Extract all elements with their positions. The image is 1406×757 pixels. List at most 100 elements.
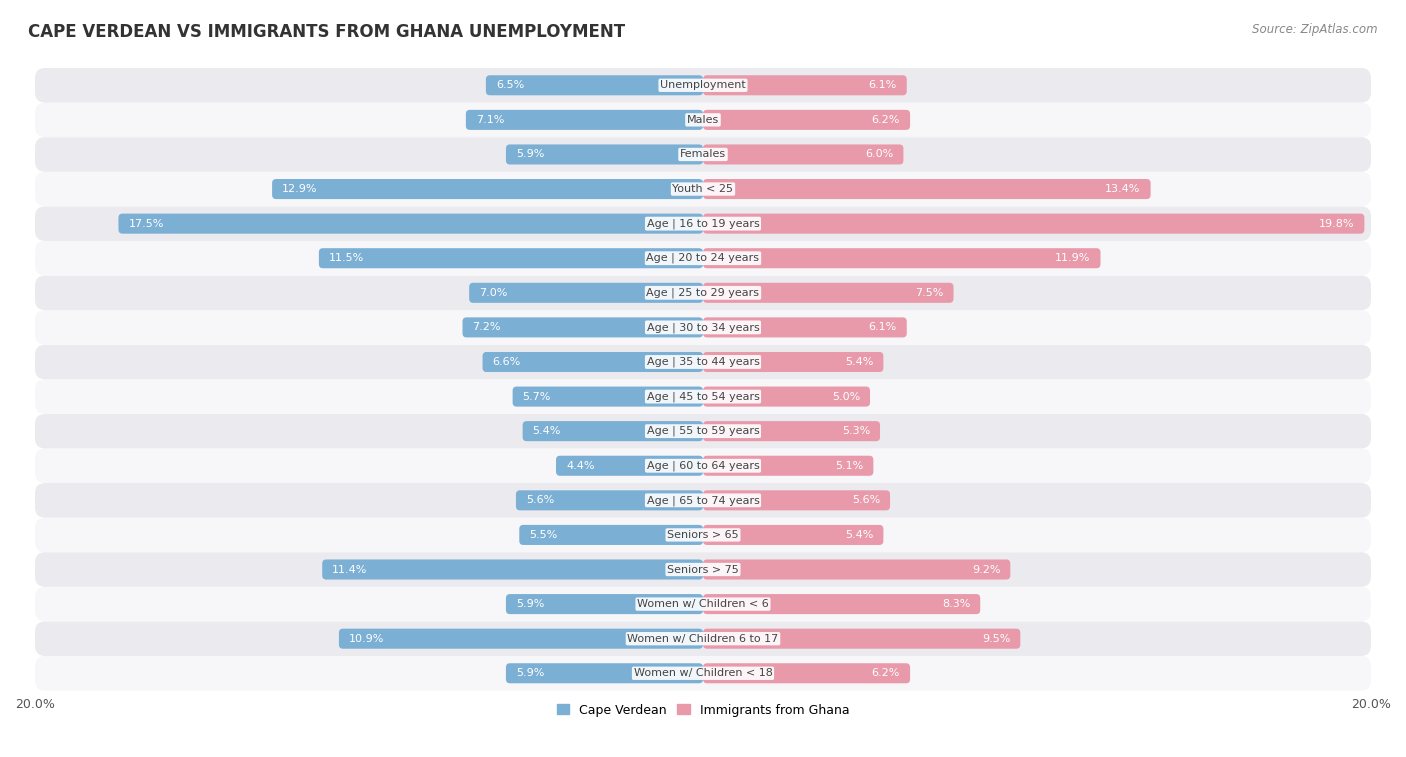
Text: 6.0%: 6.0% <box>865 149 893 160</box>
FancyBboxPatch shape <box>463 317 703 338</box>
Text: Unemployment: Unemployment <box>661 80 745 90</box>
Text: Age | 45 to 54 years: Age | 45 to 54 years <box>647 391 759 402</box>
Text: 7.0%: 7.0% <box>479 288 508 298</box>
Text: 5.3%: 5.3% <box>842 426 870 436</box>
FancyBboxPatch shape <box>35 379 1371 414</box>
Text: 8.3%: 8.3% <box>942 599 970 609</box>
Text: 11.4%: 11.4% <box>332 565 367 575</box>
FancyBboxPatch shape <box>319 248 703 268</box>
FancyBboxPatch shape <box>703 663 910 684</box>
FancyBboxPatch shape <box>506 663 703 684</box>
FancyBboxPatch shape <box>703 559 1011 580</box>
FancyBboxPatch shape <box>486 75 703 95</box>
Text: Age | 55 to 59 years: Age | 55 to 59 years <box>647 426 759 436</box>
FancyBboxPatch shape <box>482 352 703 372</box>
Text: Women w/ Children 6 to 17: Women w/ Children 6 to 17 <box>627 634 779 643</box>
Text: 11.9%: 11.9% <box>1054 254 1091 263</box>
Text: 5.0%: 5.0% <box>832 391 860 401</box>
FancyBboxPatch shape <box>35 552 1371 587</box>
Text: Females: Females <box>681 149 725 160</box>
Text: Age | 60 to 64 years: Age | 60 to 64 years <box>647 460 759 471</box>
Text: 5.4%: 5.4% <box>533 426 561 436</box>
Text: Age | 35 to 44 years: Age | 35 to 44 years <box>647 357 759 367</box>
Text: 6.2%: 6.2% <box>872 115 900 125</box>
Text: 6.2%: 6.2% <box>872 668 900 678</box>
FancyBboxPatch shape <box>339 628 703 649</box>
Text: Women w/ Children < 6: Women w/ Children < 6 <box>637 599 769 609</box>
FancyBboxPatch shape <box>703 283 953 303</box>
Text: 5.1%: 5.1% <box>835 461 863 471</box>
Text: CAPE VERDEAN VS IMMIGRANTS FROM GHANA UNEMPLOYMENT: CAPE VERDEAN VS IMMIGRANTS FROM GHANA UN… <box>28 23 626 41</box>
FancyBboxPatch shape <box>35 310 1371 344</box>
Text: 6.1%: 6.1% <box>869 322 897 332</box>
Text: 12.9%: 12.9% <box>283 184 318 194</box>
FancyBboxPatch shape <box>703 110 910 130</box>
Text: Age | 20 to 24 years: Age | 20 to 24 years <box>647 253 759 263</box>
FancyBboxPatch shape <box>703 456 873 476</box>
FancyBboxPatch shape <box>35 448 1371 483</box>
FancyBboxPatch shape <box>703 525 883 545</box>
Text: Source: ZipAtlas.com: Source: ZipAtlas.com <box>1253 23 1378 36</box>
FancyBboxPatch shape <box>703 628 1021 649</box>
Text: 5.9%: 5.9% <box>516 668 544 678</box>
FancyBboxPatch shape <box>703 145 904 164</box>
FancyBboxPatch shape <box>703 317 907 338</box>
Text: 7.1%: 7.1% <box>475 115 505 125</box>
FancyBboxPatch shape <box>506 145 703 164</box>
Text: Age | 30 to 34 years: Age | 30 to 34 years <box>647 322 759 332</box>
FancyBboxPatch shape <box>35 587 1371 621</box>
Text: 6.1%: 6.1% <box>869 80 897 90</box>
FancyBboxPatch shape <box>513 387 703 407</box>
FancyBboxPatch shape <box>703 248 1101 268</box>
Text: 19.8%: 19.8% <box>1319 219 1354 229</box>
FancyBboxPatch shape <box>703 352 883 372</box>
Text: Seniors > 65: Seniors > 65 <box>668 530 738 540</box>
FancyBboxPatch shape <box>470 283 703 303</box>
Text: Women w/ Children < 18: Women w/ Children < 18 <box>634 668 772 678</box>
FancyBboxPatch shape <box>322 559 703 580</box>
Text: Age | 25 to 29 years: Age | 25 to 29 years <box>647 288 759 298</box>
FancyBboxPatch shape <box>703 421 880 441</box>
FancyBboxPatch shape <box>703 75 907 95</box>
Text: 5.6%: 5.6% <box>852 495 880 506</box>
FancyBboxPatch shape <box>35 207 1371 241</box>
FancyBboxPatch shape <box>35 103 1371 137</box>
Text: 5.7%: 5.7% <box>523 391 551 401</box>
Text: 9.2%: 9.2% <box>972 565 1000 575</box>
FancyBboxPatch shape <box>516 491 703 510</box>
FancyBboxPatch shape <box>703 387 870 407</box>
FancyBboxPatch shape <box>35 68 1371 103</box>
FancyBboxPatch shape <box>35 621 1371 656</box>
Text: 5.9%: 5.9% <box>516 599 544 609</box>
FancyBboxPatch shape <box>35 344 1371 379</box>
Text: Youth < 25: Youth < 25 <box>672 184 734 194</box>
Text: 6.5%: 6.5% <box>496 80 524 90</box>
Text: Age | 65 to 74 years: Age | 65 to 74 years <box>647 495 759 506</box>
FancyBboxPatch shape <box>35 656 1371 690</box>
FancyBboxPatch shape <box>523 421 703 441</box>
Text: 7.5%: 7.5% <box>915 288 943 298</box>
Text: Age | 16 to 19 years: Age | 16 to 19 years <box>647 218 759 229</box>
Text: 4.4%: 4.4% <box>567 461 595 471</box>
FancyBboxPatch shape <box>35 483 1371 518</box>
Text: 17.5%: 17.5% <box>128 219 165 229</box>
FancyBboxPatch shape <box>35 137 1371 172</box>
Text: 5.5%: 5.5% <box>529 530 558 540</box>
FancyBboxPatch shape <box>519 525 703 545</box>
FancyBboxPatch shape <box>555 456 703 476</box>
Text: 5.9%: 5.9% <box>516 149 544 160</box>
FancyBboxPatch shape <box>465 110 703 130</box>
Text: 13.4%: 13.4% <box>1105 184 1140 194</box>
Text: 10.9%: 10.9% <box>349 634 384 643</box>
Text: 7.2%: 7.2% <box>472 322 501 332</box>
FancyBboxPatch shape <box>703 179 1150 199</box>
FancyBboxPatch shape <box>703 491 890 510</box>
Text: Males: Males <box>688 115 718 125</box>
Text: 5.4%: 5.4% <box>845 530 873 540</box>
Text: 5.6%: 5.6% <box>526 495 554 506</box>
Text: 6.6%: 6.6% <box>492 357 520 367</box>
FancyBboxPatch shape <box>506 594 703 614</box>
FancyBboxPatch shape <box>118 213 703 234</box>
Legend: Cape Verdean, Immigrants from Ghana: Cape Verdean, Immigrants from Ghana <box>553 699 853 721</box>
FancyBboxPatch shape <box>703 213 1364 234</box>
